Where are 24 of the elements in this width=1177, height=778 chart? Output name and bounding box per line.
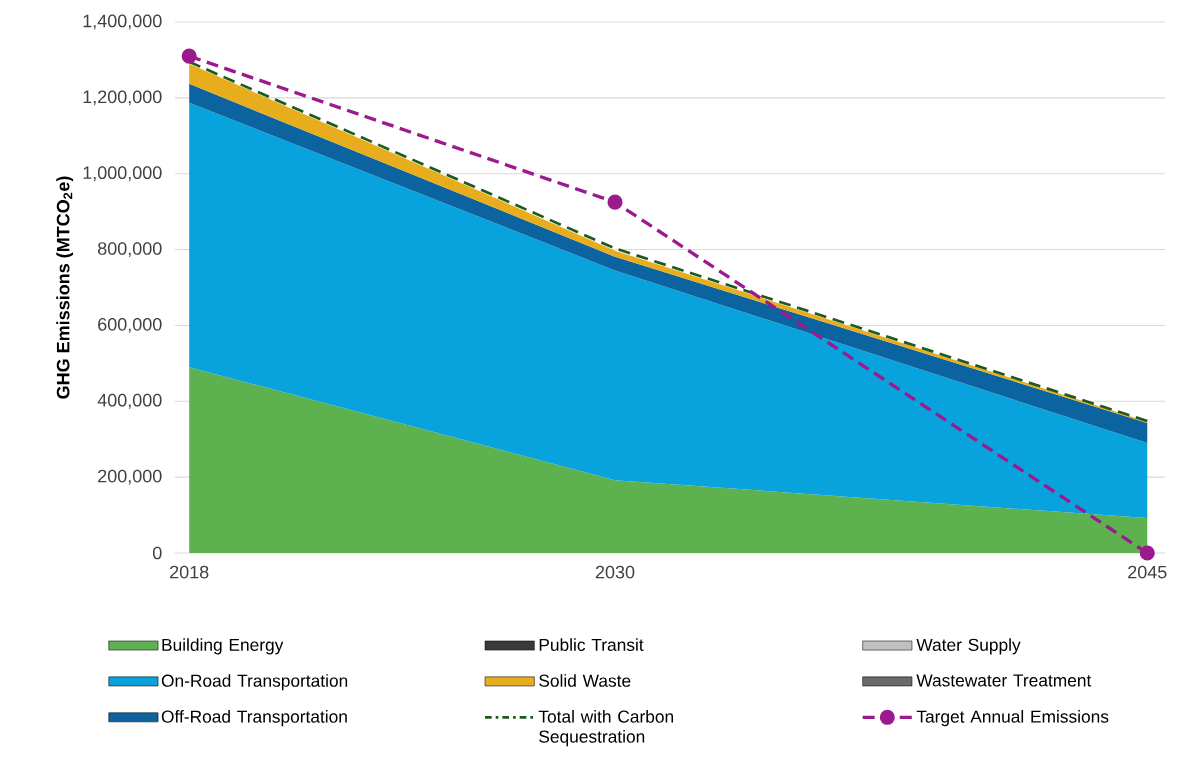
y-axis-title: GHG Emissions (MTCO$_{2}$e) [56,176,74,399]
point [1139,545,1155,561]
x-tick-label: 2045 [1128,565,1167,579]
y-tick-label: 1,000,000 [83,166,162,182]
legend-label: Water Supply [916,638,1021,655]
y-tick-label: 1,400,000 [83,14,162,30]
legend-label: Target Annual Emissions [916,710,1109,727]
legend-label: Solid Waste [539,674,631,687]
legend-label: Off-Road Transportation [161,710,347,727]
point [607,194,623,210]
x-tick-label: 2030 [595,565,635,579]
x-tick-label: 2018 [170,565,209,579]
legend-label: Building Energy [162,638,284,655]
legend-label: Total with Carbon Sequestration [538,710,674,747]
y-tick-label: 1,200,000 [83,90,162,106]
y-tick-label: 200,000 [98,469,162,485]
y-tick-label: 600,000 [98,317,162,333]
y-tick-label: 0 [152,546,162,560]
legend-label: Public Transit [539,638,644,651]
y-tick-label: 800,000 [98,242,162,257]
legend-label: On-Road Transportation [161,674,348,691]
y-tick-label: 400,000 [97,393,162,409]
legend-label: Wastewater Treatment [916,674,1092,687]
point [181,48,197,64]
